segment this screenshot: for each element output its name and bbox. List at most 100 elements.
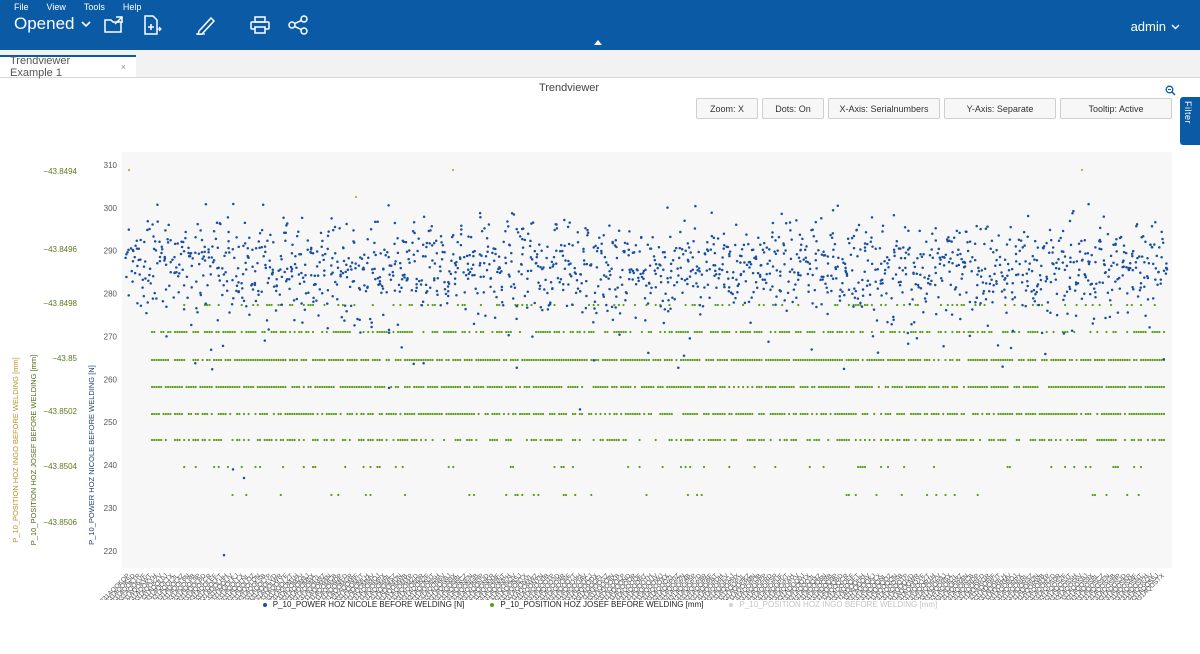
series-josef-point bbox=[456, 438, 459, 442]
series-power-point bbox=[815, 239, 818, 243]
control-button-3[interactable]: Y-Axis: Separate bbox=[944, 98, 1056, 119]
menu-help[interactable]: Help bbox=[122, 2, 142, 12]
series-josef-point bbox=[403, 358, 407, 362]
series-josef-point bbox=[732, 358, 736, 362]
series-josef-point bbox=[357, 385, 361, 389]
series-josef-point bbox=[541, 385, 545, 389]
series-josef-point bbox=[551, 412, 554, 416]
series-josef-point bbox=[590, 330, 593, 334]
series-josef-point bbox=[325, 330, 328, 334]
series-josef-point bbox=[912, 358, 915, 362]
series-power-point bbox=[615, 295, 618, 298]
y-tick-label: 290 bbox=[104, 247, 118, 256]
series-power-point bbox=[722, 244, 726, 247]
control-button-1[interactable]: Dots: On bbox=[762, 98, 824, 119]
series-power-point bbox=[797, 256, 801, 259]
series-josef-point bbox=[1034, 412, 1037, 416]
series-power-point bbox=[258, 231, 262, 235]
series-power-point bbox=[545, 256, 548, 260]
menu-view[interactable]: View bbox=[46, 2, 66, 12]
series-josef-point bbox=[385, 358, 388, 362]
opened-dropdown[interactable]: Opened bbox=[14, 14, 91, 34]
series-josef-point bbox=[638, 465, 641, 469]
series-power-point bbox=[202, 274, 205, 277]
series-power-point bbox=[127, 248, 130, 252]
series-power-point bbox=[152, 247, 156, 251]
series-power-point bbox=[254, 299, 258, 303]
series-power-point bbox=[838, 299, 842, 302]
series-josef-point bbox=[277, 303, 280, 307]
series-josef-point bbox=[514, 412, 517, 416]
series-josef-point bbox=[831, 385, 834, 389]
legend-item-position-ingo[interactable]: P_10_POSITION HOZ INGO BEFORE WELDING [m… bbox=[729, 600, 937, 609]
series-power-point bbox=[1150, 224, 1154, 228]
series-power-point bbox=[1005, 243, 1009, 246]
series-power-point bbox=[367, 256, 370, 259]
control-button-0[interactable]: Zoom: X bbox=[696, 98, 758, 119]
series-power-point bbox=[853, 296, 857, 300]
series-josef-point bbox=[422, 358, 425, 362]
series-power-point bbox=[300, 302, 303, 305]
series-josef-point bbox=[164, 412, 167, 416]
series-power-point bbox=[983, 267, 987, 271]
series-josef-point bbox=[909, 330, 913, 334]
legend-item-power-nicole[interactable]: P_10_POWER HOZ NICOLE BEFORE WELDING [N] bbox=[262, 600, 464, 609]
edit-icon[interactable] bbox=[194, 14, 218, 36]
series-josef-point bbox=[762, 438, 765, 442]
series-josef-point bbox=[369, 412, 372, 416]
series-power-point bbox=[863, 249, 867, 252]
folder-open-icon[interactable] bbox=[102, 14, 126, 36]
share-icon[interactable] bbox=[286, 14, 310, 36]
series-power-point bbox=[861, 288, 865, 291]
series-josef-point bbox=[696, 358, 699, 362]
series-josef-point bbox=[150, 358, 154, 362]
series-power-point bbox=[576, 287, 580, 290]
menu-file[interactable]: File bbox=[14, 2, 29, 12]
series-power-point bbox=[666, 276, 669, 280]
filter-panel-toggle[interactable]: Filter bbox=[1180, 97, 1200, 145]
series-josef-point bbox=[236, 438, 239, 442]
menu-tools[interactable]: Tools bbox=[83, 2, 105, 12]
series-josef-point bbox=[1057, 385, 1060, 389]
series-josef-point bbox=[378, 358, 381, 362]
user-menu[interactable]: admin bbox=[1131, 19, 1180, 34]
series-josef-point bbox=[394, 358, 397, 362]
series-power-point bbox=[904, 272, 908, 276]
series-power-point bbox=[539, 306, 543, 309]
series-power-point bbox=[563, 218, 566, 222]
series-power-point bbox=[216, 246, 220, 250]
series-power-point bbox=[440, 257, 444, 261]
series-josef-point bbox=[288, 438, 292, 442]
series-josef-point bbox=[351, 412, 354, 416]
series-josef-point bbox=[1024, 385, 1028, 389]
series-josef-point bbox=[1110, 358, 1113, 362]
series-josef-point bbox=[229, 358, 232, 362]
series-power-point bbox=[153, 291, 156, 295]
series-josef-point bbox=[199, 385, 202, 389]
legend-item-position-josef[interactable]: P_10_POSITION HOZ JOSEF BEFORE WELDING [… bbox=[490, 600, 703, 609]
series-power-point bbox=[311, 251, 315, 255]
series-josef-point bbox=[1020, 412, 1023, 416]
series-josef-point bbox=[834, 358, 837, 362]
series-josef-point bbox=[746, 385, 749, 389]
series-josef-point bbox=[505, 358, 508, 362]
control-button-4[interactable]: Tooltip: Active bbox=[1060, 98, 1172, 119]
collapse-header-icon[interactable] bbox=[594, 40, 602, 45]
series-power-point bbox=[976, 283, 979, 287]
series-power-point bbox=[595, 266, 599, 269]
series-josef-point bbox=[259, 385, 262, 389]
tab-trendviewer-example[interactable]: Trendviewer Example 1 × bbox=[0, 55, 136, 79]
series-josef-point bbox=[877, 385, 880, 389]
zoom-icon[interactable] bbox=[1165, 83, 1176, 101]
print-icon[interactable] bbox=[248, 14, 272, 36]
control-button-2[interactable]: X-Axis: Serialnumbers bbox=[828, 98, 940, 119]
series-josef-point bbox=[857, 385, 860, 389]
series-josef-point bbox=[767, 358, 770, 362]
series-power-point bbox=[535, 255, 539, 259]
series-josef-point bbox=[1087, 358, 1090, 362]
trend-chart[interactable]: 220230240250260270280290300310−43.8494−4… bbox=[0, 140, 1200, 600]
new-file-icon[interactable] bbox=[140, 14, 164, 36]
close-icon[interactable]: × bbox=[120, 62, 126, 72]
series-power-point bbox=[266, 239, 269, 243]
series-power-point bbox=[267, 328, 270, 331]
